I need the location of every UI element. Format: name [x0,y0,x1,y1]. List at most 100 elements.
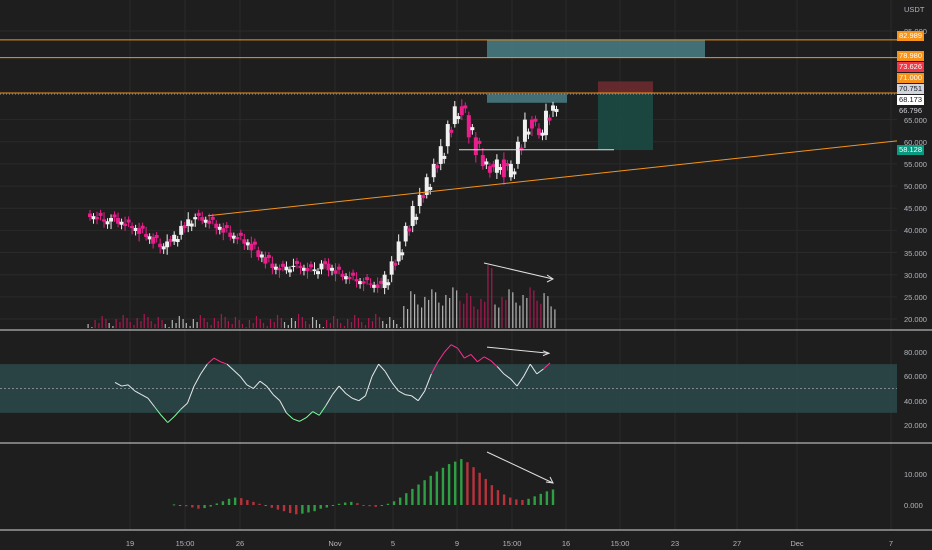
candle-body [287,269,292,273]
candle-body [168,239,173,243]
candle-body [407,228,412,232]
candle-body [235,237,240,240]
candle-body [372,284,377,288]
arrow-head [542,350,551,357]
candle-body [179,225,184,235]
volume-bar [126,318,128,328]
volume-bar [287,325,289,328]
rsi-line [180,402,188,410]
volume-bar [466,293,468,328]
volume-bar [354,315,356,328]
volume-bar [168,327,170,328]
volume-bar [484,301,486,328]
candle-body [102,219,107,222]
candle-body [417,194,422,207]
candle-body [189,223,194,227]
macd-bar [282,505,286,512]
currency-label: USDT [904,5,925,14]
volume-bar [238,320,240,328]
candle-body [249,243,254,251]
candle-body [484,161,489,165]
rsi-line [391,382,399,392]
volume-bar [203,318,205,328]
volume-bar [276,315,279,328]
volume-bar [315,320,317,328]
macd-bar [331,505,335,506]
volume-bar [382,321,384,328]
candle-body [431,163,436,178]
trend-drawings[interactable] [207,140,898,283]
time-tick: 5 [390,539,396,548]
macd-bar [392,501,396,505]
volume-bar [326,320,328,328]
rsi-line [516,376,525,387]
macd-bar [509,497,512,505]
rsi-line [450,344,458,349]
price-tag: 66.796 [897,106,924,116]
price-tag: 78.980 [897,51,924,61]
volume-bar [178,316,180,328]
volume-bar [456,290,458,328]
price-tag: 58.128 [897,145,924,155]
price-tick: 30.000 [904,270,927,280]
rsi-line [173,408,182,417]
pane-separators[interactable] [0,329,932,531]
volume-bars [87,265,556,328]
macd-bar [197,505,200,509]
volume-bar [498,307,500,328]
rsi-line [200,363,208,375]
macd-bar [313,505,316,512]
candle-body [172,234,177,242]
volume-bar [210,325,212,328]
macd-bar [270,505,274,508]
volume-bar [536,300,538,328]
volume-bar [136,318,138,328]
price-tick: 40.000 [904,226,927,236]
price-tick: 25.000 [904,292,927,302]
candle-body [536,128,541,136]
macd-bar [246,500,249,505]
candle-body [421,195,426,199]
candle-body [203,219,208,223]
macd-bar [453,461,457,505]
candle-body [529,119,534,129]
volume-bar [143,314,145,328]
rsi-line [424,373,432,392]
volume-bar [129,322,131,328]
candle-body [365,277,370,281]
candle-body [116,217,121,224]
rsi-line [345,392,353,399]
macd-bar [496,490,500,505]
volume-bar [519,305,521,328]
candle-body [161,246,166,250]
trendline [207,140,898,217]
price-tick: 60.000 [904,137,927,147]
rsi-line [496,366,505,375]
rsi-line [536,368,544,375]
rsi-line [114,381,122,387]
volume-bar [297,314,300,328]
rsi-line [312,411,320,416]
time-tick: 26 [235,539,245,548]
rsi-line [253,380,261,389]
rsi-line [305,411,314,419]
candle-body [491,164,496,168]
candle-body [543,110,548,136]
macd-tick: 10.000 [904,470,927,479]
drawings[interactable] [0,39,897,151]
volume-bar [199,315,201,328]
macd-bar [551,489,555,505]
candle-body [389,261,394,275]
volume-bar [266,326,268,328]
volume-bar [147,317,149,328]
volume-bar [308,324,310,328]
volume-bar [182,319,184,328]
candle-body [477,140,482,144]
volume-bar [319,324,321,328]
volume-bar [245,327,247,328]
volume-bar [431,289,433,328]
time-tick: 15:00 [610,539,630,548]
volume-bar [108,323,110,328]
